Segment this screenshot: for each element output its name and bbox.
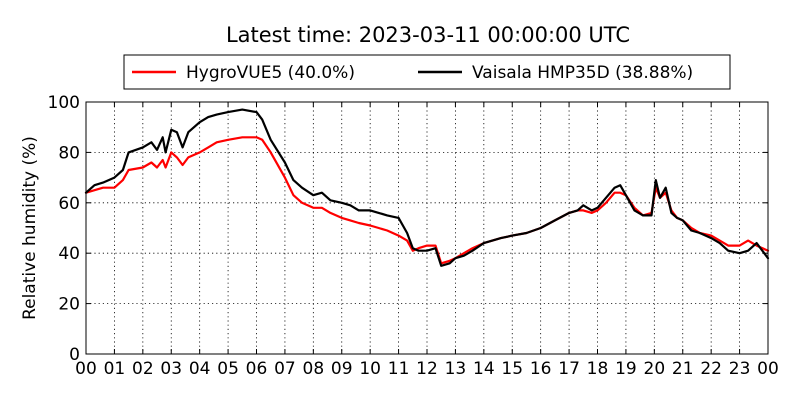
legend-label-vaisala: Vaisala HMP35D (38.88%) [472, 63, 693, 83]
x-tick-label: 22 [700, 359, 722, 379]
legend-label-hygrovue5: HygroVUE5 (40.0%) [186, 63, 355, 83]
x-tick-label: 13 [445, 359, 467, 379]
x-tick-label: 03 [160, 359, 182, 379]
x-tick-label: 01 [104, 359, 126, 379]
x-tick-label: 12 [416, 359, 438, 379]
x-tick-label: 23 [729, 359, 751, 379]
series-line-vaisala [84, 108, 770, 267]
y-tick-label: 40 [58, 244, 80, 264]
y-axis-label: Relative humidity (%) [20, 136, 40, 320]
x-tick-label: 00 [75, 359, 97, 379]
x-tick-label: 20 [644, 359, 666, 379]
x-tick-label: 07 [274, 359, 296, 379]
y-tick-label: 80 [58, 143, 80, 163]
x-tick-label: 16 [530, 359, 552, 379]
x-tick-label: 02 [132, 359, 154, 379]
x-tick-label: 14 [473, 359, 495, 379]
x-tick-label: 11 [388, 359, 410, 379]
x-tick-label: 21 [672, 359, 694, 379]
x-tick-label: 09 [331, 359, 353, 379]
x-tick-label: 15 [501, 359, 523, 379]
tick-labels: 00 01 02 03 04 05 06 07 08 09 10 11 12 13 14 15 16 17 18 19… [48, 93, 779, 379]
x-tick-label: 10 [359, 359, 381, 379]
x-tick-label: 18 [587, 359, 609, 379]
grid [86, 102, 768, 354]
series-layer [84, 108, 770, 267]
y-tick-label: 60 [58, 194, 80, 214]
x-tick-label: 04 [189, 359, 211, 379]
x-tick-label: 05 [217, 359, 239, 379]
y-tick-label: 0 [69, 345, 80, 365]
chart-title: Latest time: 2023-03-11 00:00:00 UTC [226, 23, 630, 47]
plot-frame [85, 101, 769, 355]
x-tick-label: 17 [558, 359, 580, 379]
x-tick-label: 19 [615, 359, 637, 379]
x-tick-label: 06 [246, 359, 268, 379]
x-tick-label: 08 [303, 359, 325, 379]
x-tick-label: 00 [757, 359, 779, 379]
legend: HygroVUE5 (40.0%) Vaisala HMP35D (38.88%… [123, 54, 731, 90]
y-tick-label: 20 [58, 295, 80, 315]
y-tick-label: 100 [48, 93, 80, 113]
